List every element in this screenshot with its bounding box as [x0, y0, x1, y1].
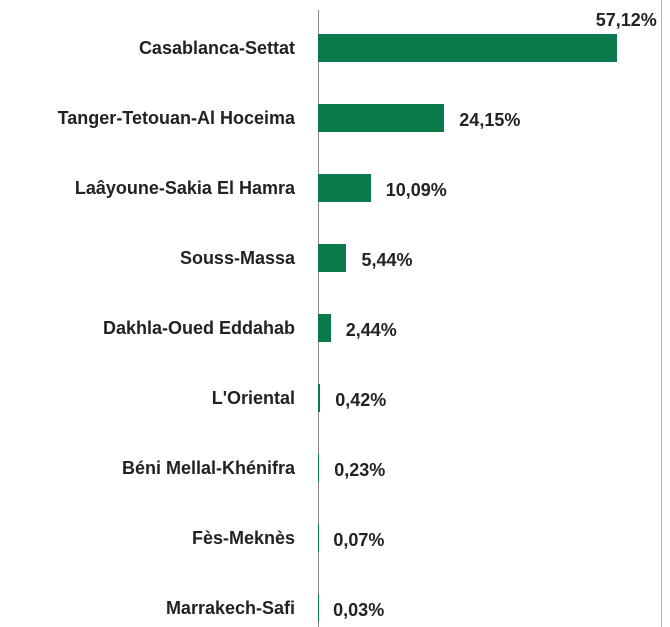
bar — [318, 314, 331, 342]
category-label: Laâyoune-Sakia El Hamra — [74, 178, 295, 198]
bar — [318, 454, 320, 482]
category-label: Marrakech-Safi — [165, 598, 295, 618]
bar — [318, 384, 321, 412]
bar — [318, 104, 445, 132]
data-label: 0,03% — [333, 600, 385, 620]
data-label: 0,07% — [333, 530, 385, 550]
category-label: Dakhla-Oued Eddahab — [102, 318, 295, 338]
data-label: 10,09% — [385, 180, 447, 200]
data-label: 0,23% — [334, 460, 386, 480]
data-label: 0,42% — [335, 390, 387, 410]
category-label: L'Oriental — [211, 388, 295, 408]
category-label: Casablanca-Settat — [138, 38, 295, 58]
bar — [318, 34, 617, 62]
bar — [318, 174, 371, 202]
data-label: 57,12% — [595, 10, 657, 30]
category-label: Béni Mellal-Khénifra — [121, 458, 295, 478]
frame-edge — [661, 0, 662, 627]
category-label: Souss-Massa — [179, 248, 295, 268]
data-label: 24,15% — [459, 110, 521, 130]
data-label: 2,44% — [345, 320, 397, 340]
bar — [318, 244, 347, 272]
category-label: Fès-Meknès — [191, 528, 295, 548]
category-label: Tanger-Tetouan-Al Hoceima — [57, 108, 295, 128]
data-label: 5,44% — [361, 250, 413, 270]
